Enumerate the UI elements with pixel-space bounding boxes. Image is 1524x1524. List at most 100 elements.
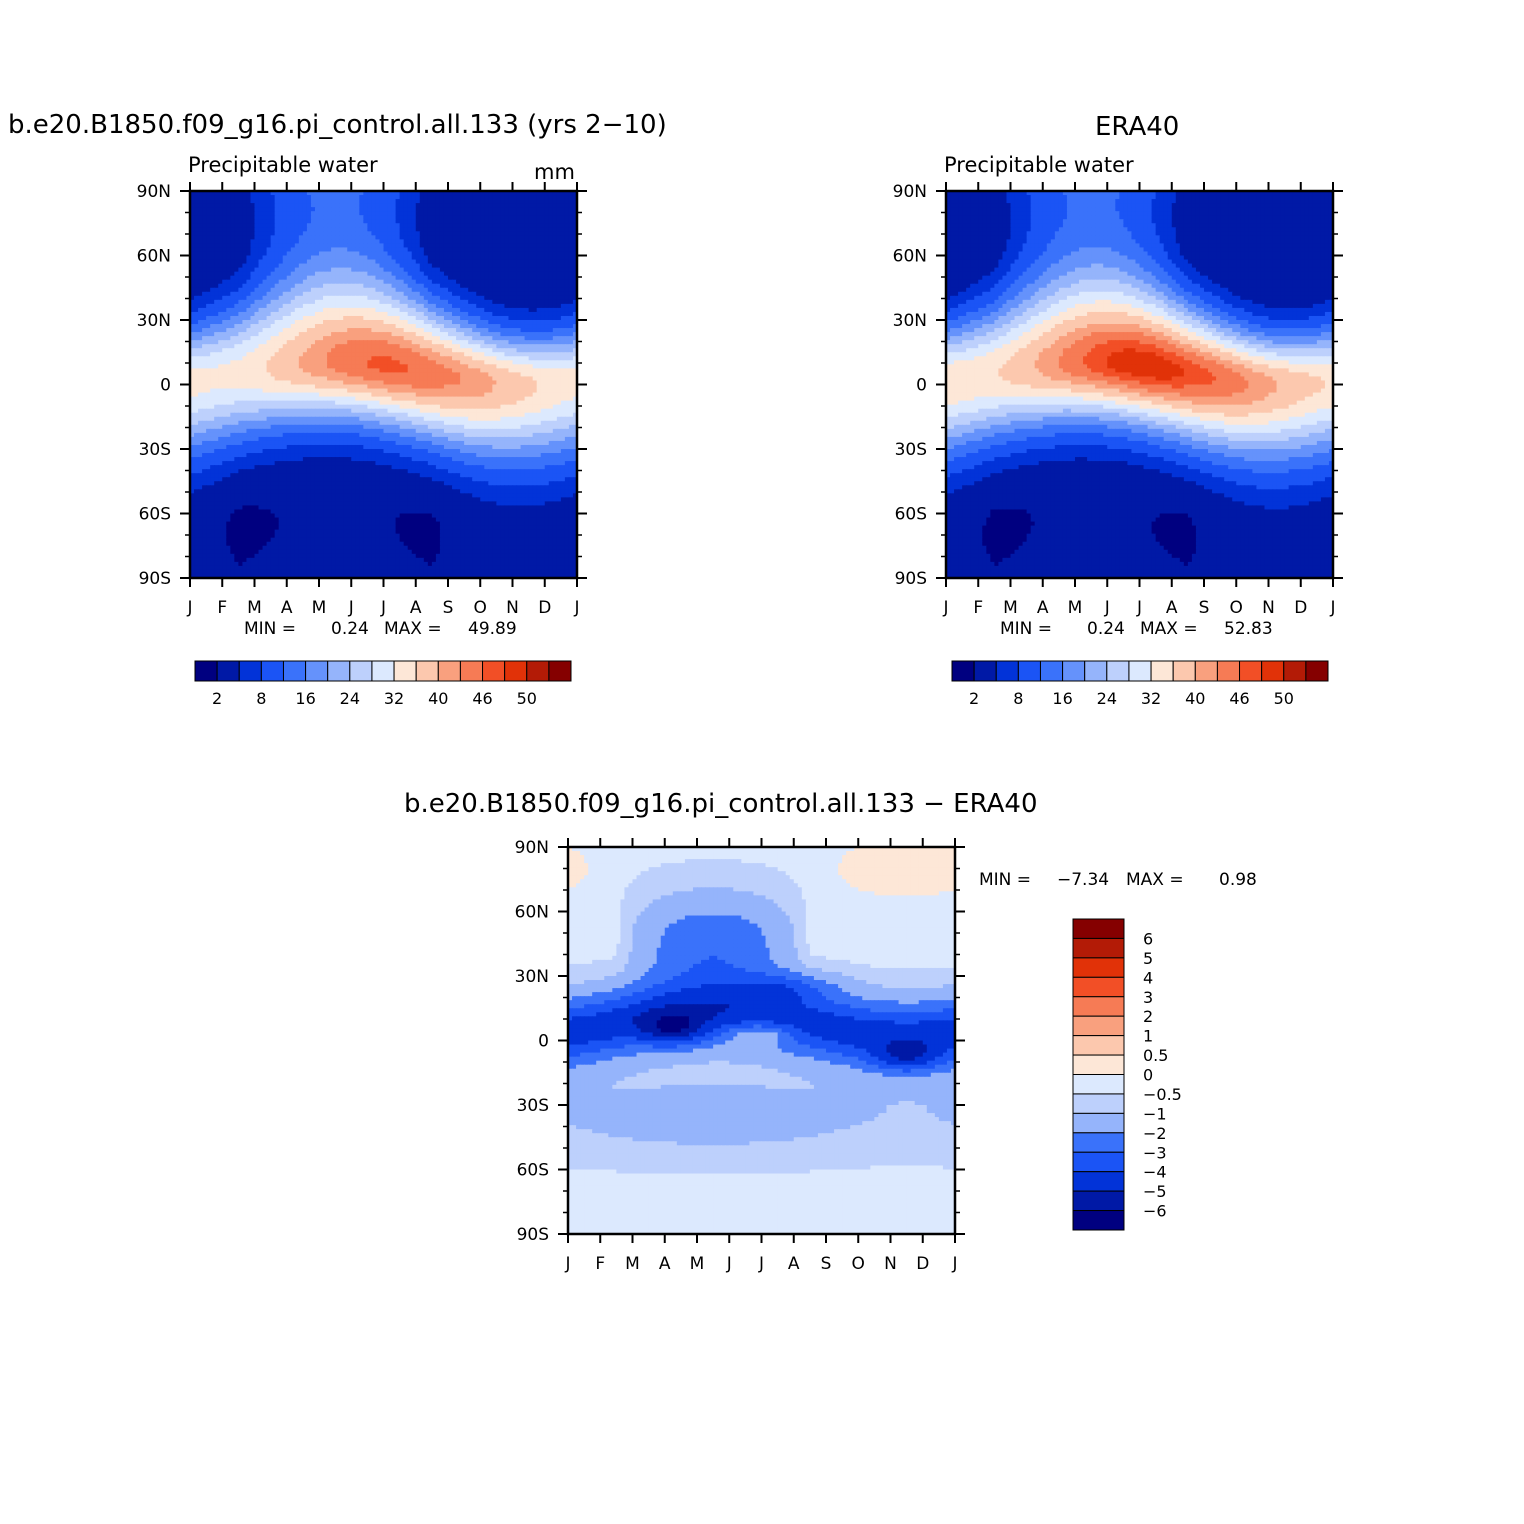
heat-cell	[290, 311, 296, 317]
heat-cell	[319, 372, 324, 378]
heat-cell	[226, 380, 231, 386]
heat-cell	[560, 275, 566, 281]
heat-cell	[290, 267, 296, 273]
heat-cell	[327, 191, 332, 196]
heat-cell	[411, 235, 417, 240]
heat-cell	[524, 348, 530, 353]
heat-cell	[496, 275, 502, 281]
heat-cell	[379, 364, 385, 369]
heat-cell	[363, 195, 368, 200]
heat-cell	[560, 259, 566, 265]
heat-cell	[496, 332, 502, 337]
heat-cell	[456, 263, 461, 269]
heat-cell	[512, 364, 518, 369]
heat-cell	[476, 340, 481, 345]
heat-cell	[258, 299, 264, 305]
heat-cell	[262, 364, 268, 369]
heat-cell	[468, 251, 473, 257]
heat-cell	[254, 275, 260, 281]
heat-cell	[226, 388, 231, 394]
heat-cell	[367, 380, 373, 386]
heat-cell	[476, 283, 481, 289]
heat-cell	[468, 295, 473, 301]
heat-cell	[468, 203, 473, 208]
heat-cell	[214, 295, 219, 301]
heat-cell	[456, 291, 461, 297]
heat-cell	[214, 303, 219, 309]
heat-cell	[536, 295, 542, 301]
heat-cell	[552, 235, 558, 240]
heat-cell	[347, 219, 352, 224]
heat-cell	[351, 207, 356, 212]
heat-cell	[448, 279, 453, 285]
heat-cell	[472, 227, 477, 232]
heat-cell	[508, 307, 514, 313]
heat-cell	[496, 263, 502, 269]
heat-cell	[310, 267, 316, 273]
heat-cell	[258, 243, 264, 249]
heat-cell	[375, 380, 381, 386]
heat-cell	[339, 239, 344, 245]
heat-cell	[568, 199, 574, 204]
heat-cell	[500, 368, 506, 374]
heat-cell	[302, 219, 308, 224]
heat-cell	[484, 344, 489, 349]
heat-cell	[383, 287, 389, 293]
heat-cell	[427, 275, 433, 281]
heat-cell	[294, 368, 300, 374]
heat-cell	[238, 271, 244, 277]
heat-cell	[395, 255, 401, 261]
heat-cell	[568, 195, 574, 200]
heat-cell	[460, 203, 465, 208]
heat-cell	[371, 340, 377, 345]
heat-cell	[218, 279, 223, 285]
heat-cell	[343, 243, 348, 249]
heat-cell	[427, 315, 433, 321]
heat-cell	[314, 259, 320, 265]
heat-cell	[556, 235, 562, 240]
heat-cell	[258, 199, 264, 204]
heat-cell	[472, 372, 477, 378]
heat-cell	[520, 291, 526, 297]
heat-cell	[468, 231, 473, 236]
heat-cell	[347, 239, 352, 245]
heat-cell	[492, 203, 497, 208]
heat-cell	[266, 291, 272, 297]
heat-cell	[355, 299, 360, 305]
heat-cell	[266, 195, 272, 200]
heat-cell	[427, 364, 433, 369]
heat-cell	[544, 368, 550, 374]
heat-cell	[488, 320, 493, 325]
heat-cell	[214, 324, 219, 329]
heat-cell	[282, 311, 288, 317]
heat-cell	[210, 376, 215, 382]
heat-cell	[230, 259, 235, 265]
heat-cell	[508, 344, 514, 349]
heat-cell	[266, 344, 272, 349]
heat-cell	[395, 259, 401, 265]
heat-cell	[230, 332, 235, 337]
heat-cell	[435, 372, 441, 378]
heat-cell	[367, 199, 373, 204]
heat-cell	[242, 215, 248, 220]
heat-cell	[246, 251, 252, 257]
heat-cell	[242, 271, 248, 277]
heat-cell	[492, 372, 497, 378]
heat-cell	[359, 199, 364, 204]
heat-cell	[407, 275, 413, 281]
heat-cell	[355, 311, 360, 317]
heat-cell	[544, 251, 550, 257]
heat-cell	[379, 384, 385, 390]
heat-cell	[319, 315, 324, 321]
heat-cell	[226, 332, 231, 337]
heat-cell	[339, 348, 344, 353]
heat-cell	[298, 303, 304, 309]
heat-cell	[383, 356, 389, 361]
heat-cell	[298, 384, 304, 390]
heat-cell	[286, 311, 292, 317]
heat-cell	[234, 299, 239, 305]
heat-cell	[202, 376, 207, 382]
heat-cell	[222, 215, 227, 220]
heat-cell	[194, 348, 199, 353]
heat-cell	[512, 340, 518, 345]
